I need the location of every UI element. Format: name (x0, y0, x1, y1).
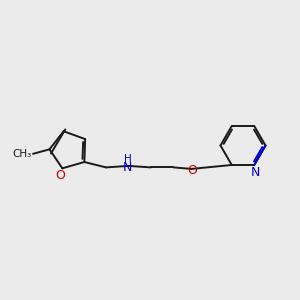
Text: O: O (187, 164, 197, 177)
Text: H: H (124, 154, 132, 164)
Text: O: O (55, 169, 65, 182)
Text: N: N (251, 166, 260, 179)
Text: CH₃: CH₃ (12, 149, 32, 159)
Text: N: N (123, 161, 133, 174)
